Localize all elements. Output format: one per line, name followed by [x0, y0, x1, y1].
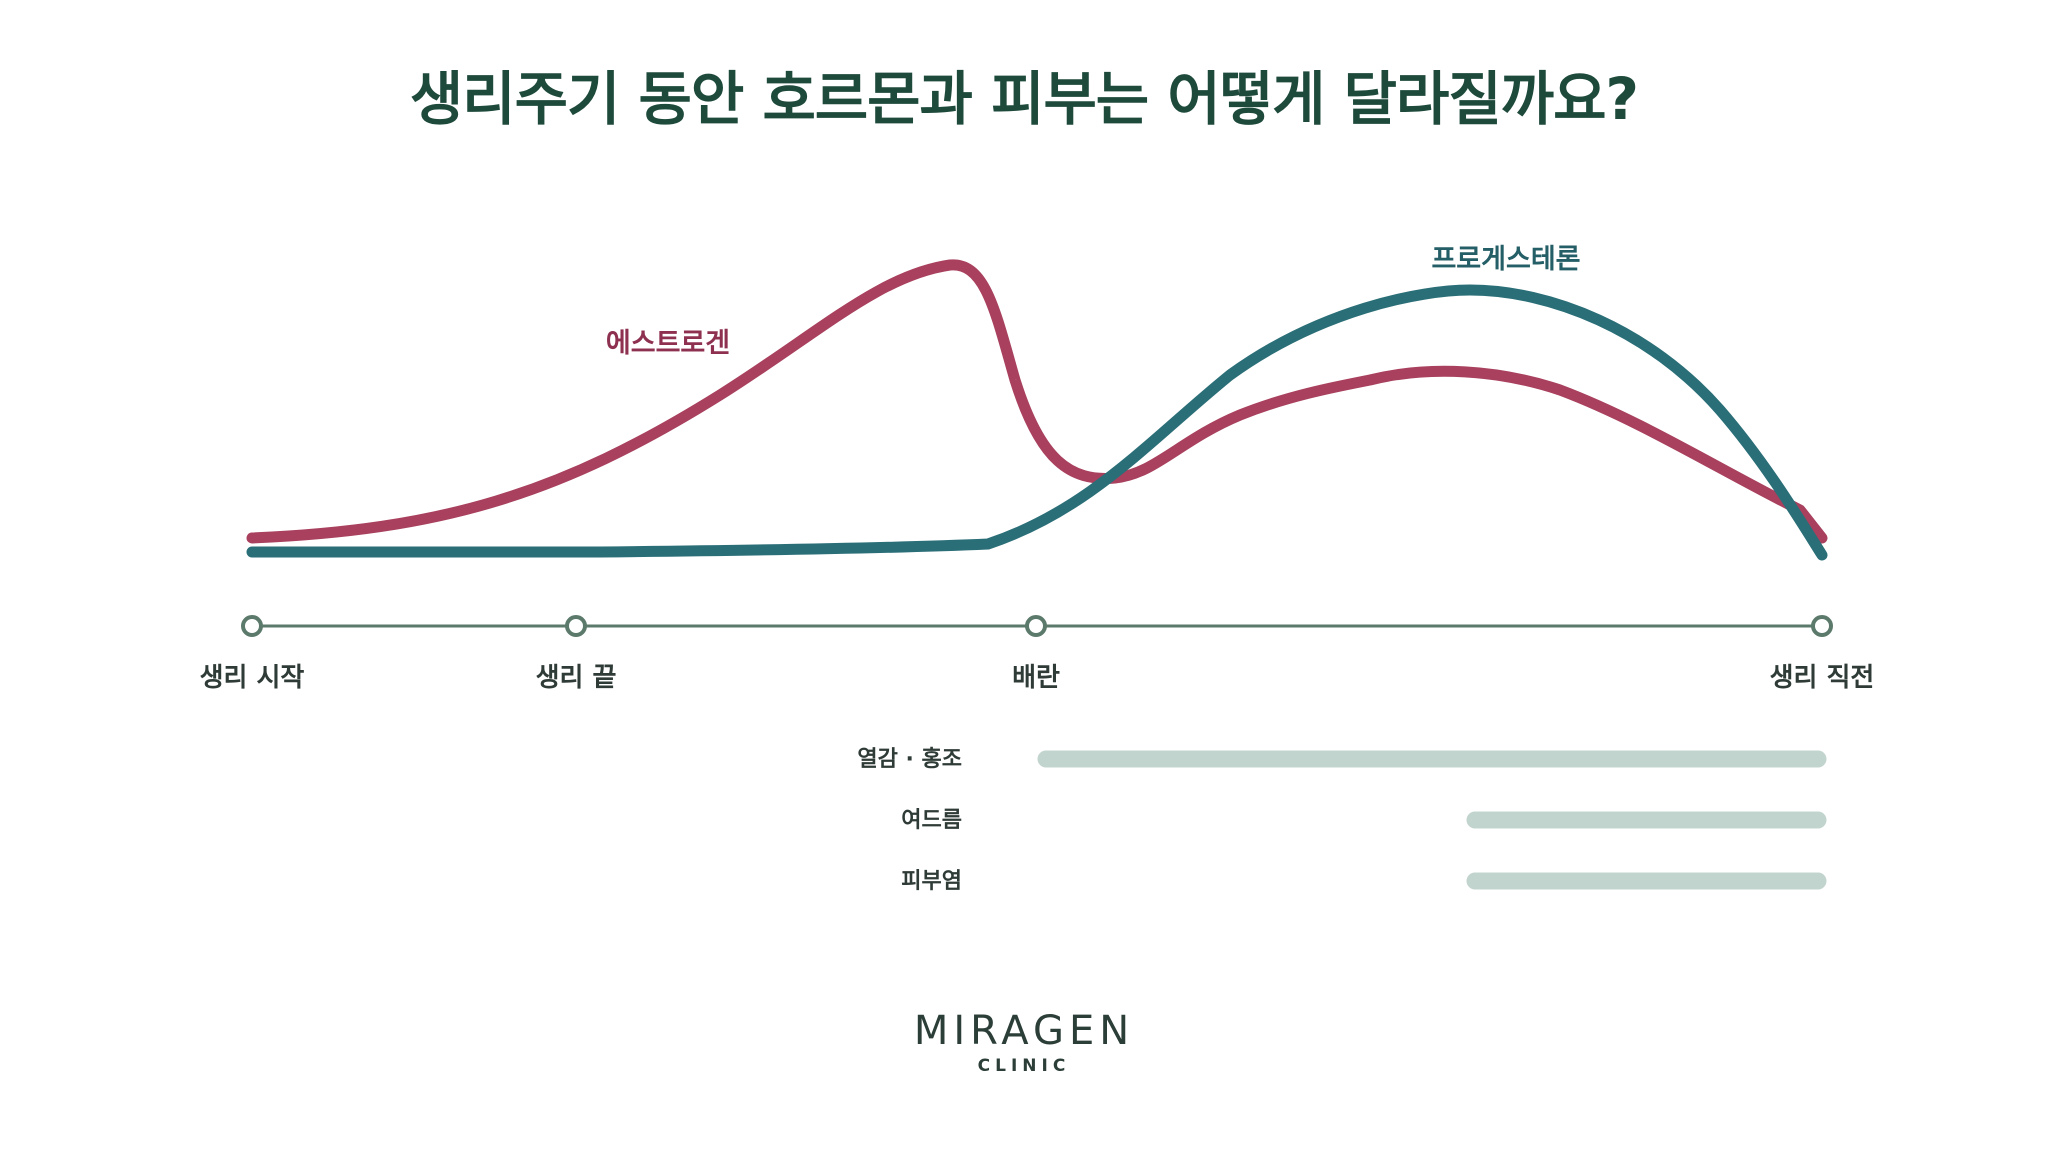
estrogen-label: 에스트로겐	[606, 328, 730, 359]
timeline-marker-period-end	[565, 615, 587, 637]
phase-label-period-start: 생리 시작	[200, 663, 305, 693]
timeline-marker-ovulation	[1025, 615, 1047, 637]
estrogen-curve	[246, 259, 1828, 544]
symptom-label-acne: 여드름	[901, 808, 962, 833]
timeline-marker-premenstrual	[1811, 615, 1833, 637]
timeline-marker-period-start	[241, 615, 263, 637]
phase-label-period-end: 생리 끝	[536, 663, 617, 693]
brand-logo-wordmark: MIRAGEN	[913, 1008, 1135, 1054]
phase-label-ovulation: 배란	[1012, 663, 1060, 693]
progesterone-curve	[246, 284, 1828, 561]
phase-label-premenstrual: 생리 직전	[1770, 663, 1875, 693]
page-title: 생리주기 동안 호르몬과 피부는 어떻게 달라질까요?	[409, 65, 1639, 133]
symptom-label-dermatitis: 피부염	[901, 869, 962, 894]
progesterone-label: 프로게스테론	[1431, 244, 1580, 275]
symptom-label-flush: 열감 · 홍조	[857, 747, 962, 772]
brand-logo-subtext: CLINIC	[977, 1056, 1071, 1076]
